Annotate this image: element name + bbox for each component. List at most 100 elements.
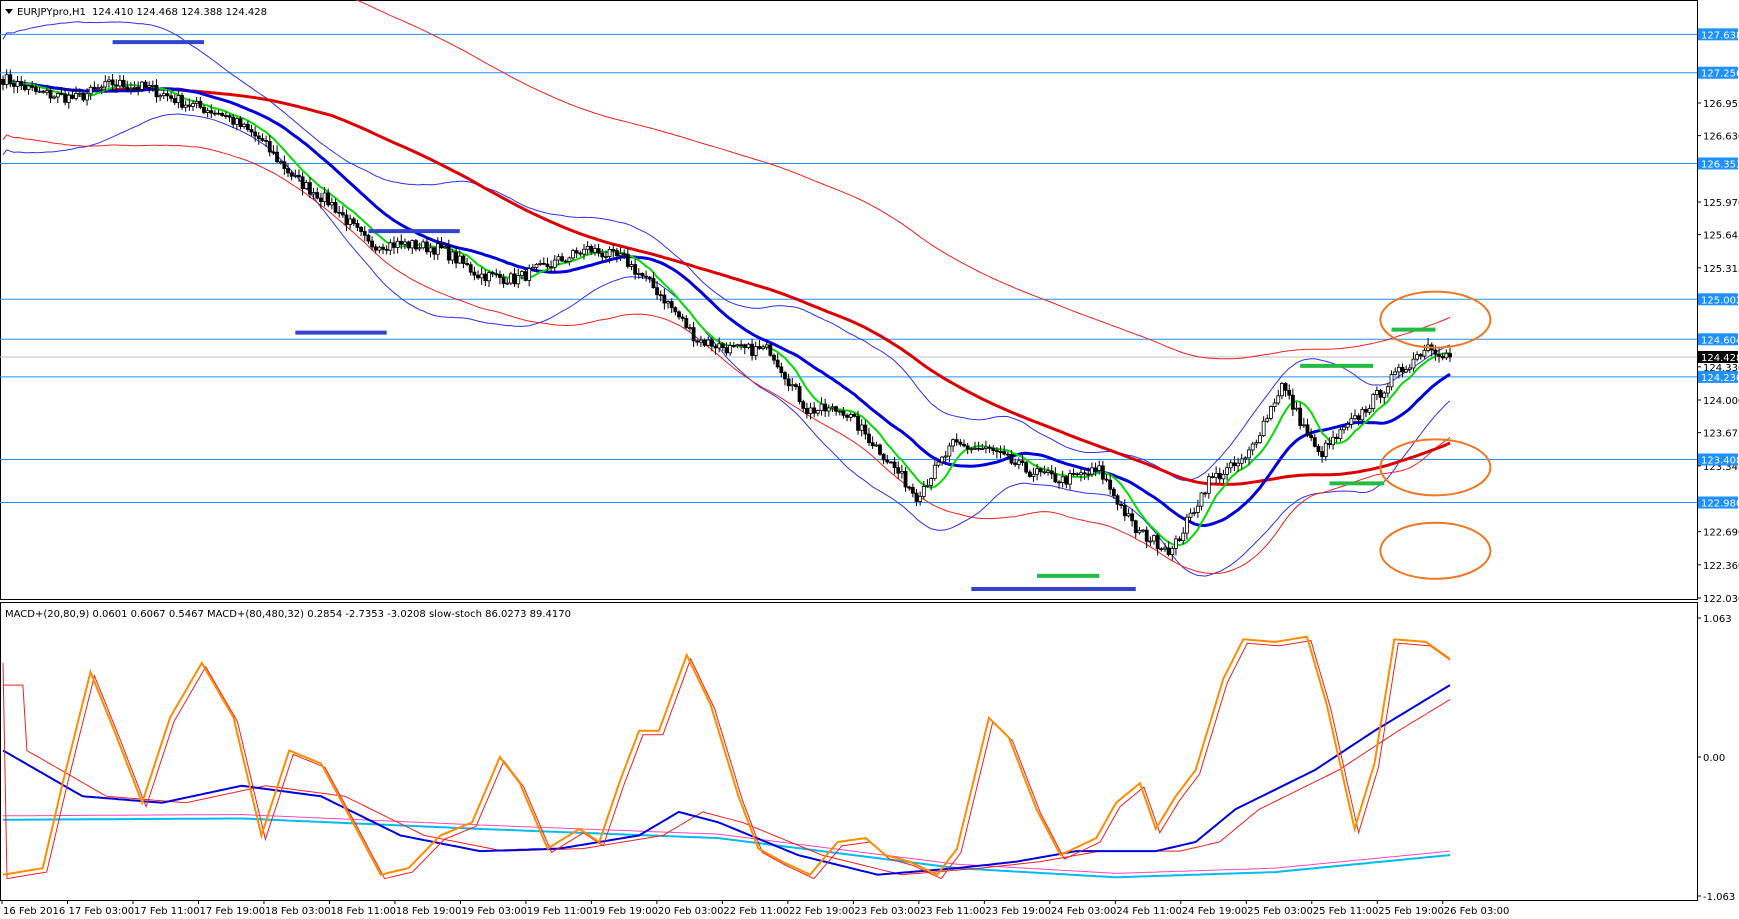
candle-body xyxy=(1100,465,1105,480)
candle xyxy=(713,344,718,355)
candle-body xyxy=(965,445,970,450)
candle xyxy=(735,343,740,349)
candle-body xyxy=(779,366,784,373)
candle xyxy=(625,247,630,269)
candle xyxy=(1115,493,1120,511)
symbol-label: EURJPYpro,H1 xyxy=(17,7,86,18)
candle-body xyxy=(472,271,477,276)
candle xyxy=(70,89,75,100)
candle-body xyxy=(260,138,265,141)
candle xyxy=(1082,467,1087,480)
candle-body xyxy=(534,263,539,268)
candle xyxy=(1185,513,1189,540)
stoch-signal-line xyxy=(2,640,1451,880)
candle-body xyxy=(717,343,722,349)
chart-menu-triangle-icon[interactable] xyxy=(5,9,13,14)
osc-tick-label: 0.00 xyxy=(1703,753,1725,764)
candle-body xyxy=(1389,374,1394,388)
candle xyxy=(1141,528,1145,533)
time-tick-label: 16 Feb 2016 xyxy=(3,906,65,917)
candle-body xyxy=(1035,468,1039,475)
candle xyxy=(658,290,663,302)
candle xyxy=(1254,439,1259,449)
candle-body xyxy=(578,252,583,255)
candle-body xyxy=(37,90,42,93)
oscillator-axis: 1.063 0.00 -1.063 xyxy=(1697,614,1735,903)
candle-body xyxy=(1232,462,1237,467)
candle xyxy=(834,405,839,416)
candle xyxy=(611,243,616,257)
candle xyxy=(1312,433,1317,448)
candle xyxy=(198,96,203,110)
candle xyxy=(1199,491,1204,511)
price-tick-label: 126.955 xyxy=(1703,99,1739,110)
candle xyxy=(779,362,784,378)
candle-body xyxy=(512,273,517,285)
candle xyxy=(841,407,846,419)
candle xyxy=(1250,442,1255,456)
candle-body xyxy=(286,168,290,174)
candle xyxy=(1159,547,1164,552)
candle-body xyxy=(1009,454,1014,464)
candle xyxy=(55,92,60,104)
candle-body xyxy=(227,115,232,118)
candle xyxy=(1155,533,1160,556)
time-tick-label: 23 Feb 03:00 xyxy=(854,906,920,917)
candle-body xyxy=(772,354,776,361)
candle xyxy=(790,377,795,391)
trend-marks xyxy=(112,40,1436,591)
candle xyxy=(1214,466,1219,484)
candle-body xyxy=(395,240,400,248)
candle-body xyxy=(41,90,46,93)
candle xyxy=(859,419,864,437)
candle xyxy=(629,260,634,271)
candle-body xyxy=(1323,442,1328,457)
candle xyxy=(92,81,97,92)
candle xyxy=(304,179,309,190)
candle xyxy=(300,172,305,196)
candle-body xyxy=(81,92,86,101)
candle-body xyxy=(432,247,437,255)
candle-body xyxy=(845,414,849,418)
candle xyxy=(1353,409,1357,421)
candle xyxy=(516,268,521,289)
candle xyxy=(571,248,575,261)
candle xyxy=(88,84,93,100)
candle xyxy=(567,256,572,266)
osc-tick-label: 1.063 xyxy=(1703,614,1732,625)
candle xyxy=(644,270,649,282)
candle-body xyxy=(987,446,992,449)
candle xyxy=(351,216,356,226)
candle-body xyxy=(403,241,407,245)
candle-body xyxy=(399,240,404,245)
candle xyxy=(863,419,868,440)
candle-body xyxy=(19,81,24,86)
candle-body xyxy=(70,94,75,99)
candle-body xyxy=(1448,352,1452,358)
candle xyxy=(1108,473,1113,495)
time-tick-label: 26 Feb 03:00 xyxy=(1444,906,1510,917)
candle xyxy=(128,82,133,95)
candle xyxy=(1287,384,1292,400)
candle xyxy=(1166,541,1171,557)
candle-body xyxy=(55,93,60,98)
candle xyxy=(742,343,747,355)
level-tag-label: 127.638 xyxy=(1701,30,1739,41)
candle xyxy=(435,237,440,260)
time-axis: 16 Feb 2016 17 Feb 03:00 17 Feb 11:00 17 Fe… xyxy=(1,900,1510,917)
candle xyxy=(878,443,882,456)
candle-body xyxy=(1407,367,1412,370)
candle-body xyxy=(370,240,374,248)
candle xyxy=(1177,536,1182,542)
level-tag-label: 127.256 xyxy=(1701,69,1739,80)
osc-tick-label: -1.063 xyxy=(1703,892,1735,903)
candle-body xyxy=(768,344,773,356)
candle xyxy=(319,192,323,209)
candle xyxy=(750,338,754,361)
time-tick-label: 17 Feb 11:00 xyxy=(134,906,200,917)
candle-body xyxy=(896,467,901,474)
candle-body xyxy=(1020,460,1025,464)
candle xyxy=(1086,467,1091,481)
candle-body xyxy=(713,345,718,349)
